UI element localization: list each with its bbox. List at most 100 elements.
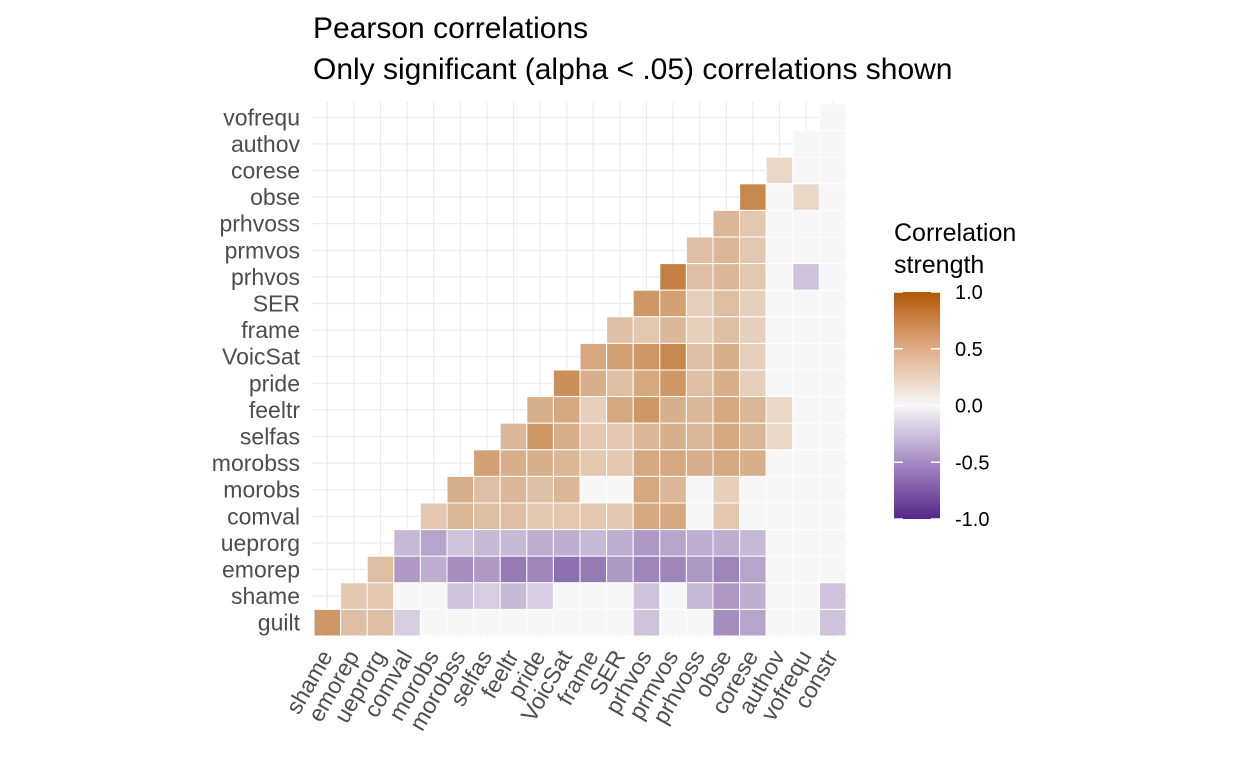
heatmap-cell (739, 422, 767, 451)
heatmap-cell (792, 396, 820, 424)
heatmap-cell (712, 236, 741, 265)
heatmap-cell (606, 582, 634, 610)
heatmap-cell (552, 529, 581, 557)
heatmap-cell (366, 608, 395, 637)
heatmap-cell (499, 529, 528, 557)
heatmap-cell (685, 342, 714, 371)
heatmap-cell (712, 422, 741, 451)
heatmap-cell (632, 449, 661, 477)
heatmap-cell (473, 502, 501, 531)
heatmap-cell (632, 396, 661, 424)
heatmap-cell (552, 582, 581, 610)
heatmap-cell (792, 582, 820, 610)
y-tick-label: morobss (212, 450, 300, 476)
heatmap-cell (606, 529, 634, 557)
heatmap-cell (792, 342, 820, 371)
heatmap-cell (313, 608, 342, 637)
heatmap-cell (818, 449, 847, 477)
heatmap-cell (685, 608, 714, 637)
heatmap-cell (818, 263, 847, 291)
heatmap-cell (712, 316, 741, 344)
heatmap-cell (685, 369, 714, 398)
heatmap-cell (659, 475, 687, 504)
heatmap-cell (712, 555, 741, 584)
heatmap-cell (685, 316, 714, 344)
heatmap-cell (446, 502, 475, 531)
heatmap-cell (765, 475, 794, 504)
heatmap-cell (792, 289, 820, 318)
heatmap-cell (765, 582, 794, 610)
heatmap-cell (712, 342, 741, 371)
heatmap-cell (765, 422, 794, 451)
heatmap-cell (712, 529, 741, 557)
y-tick-label: corese (231, 158, 300, 184)
heatmap-cell (739, 289, 767, 318)
heatmap-cell (499, 422, 528, 451)
heatmap-cell (739, 316, 767, 344)
heatmap-cell (792, 608, 820, 637)
y-tick-label: vofrequ (223, 104, 300, 130)
heatmap-cell (739, 396, 767, 424)
heatmap-cell (818, 130, 847, 158)
heatmap-cell (765, 263, 794, 291)
heatmap-cell (446, 555, 475, 584)
heatmap-cell (818, 236, 847, 265)
heatmap-cell (739, 529, 767, 557)
heatmap-cell (792, 502, 820, 531)
heatmap-cell (393, 608, 421, 637)
heatmap-cell (632, 342, 661, 371)
heatmap-cell (818, 582, 847, 610)
heatmap-cell (632, 316, 661, 344)
heatmap-cell (606, 369, 634, 398)
heatmap-cell (792, 130, 820, 158)
heatmap-cell (685, 422, 714, 451)
heatmap-cell (659, 449, 687, 477)
heatmap-cell (792, 316, 820, 344)
heatmap-cell (473, 449, 501, 477)
heatmap-cell (499, 608, 528, 637)
heatmap-cell (579, 582, 608, 610)
y-tick-label: selfas (240, 424, 300, 450)
heatmap-cell (792, 156, 820, 185)
heatmap-cell (765, 316, 794, 344)
heatmap-cell (765, 342, 794, 371)
heatmap-cell (606, 449, 634, 477)
heatmap-cell (366, 582, 395, 610)
heatmap-cell (685, 396, 714, 424)
chart-title-line-1: Pearson correlations (313, 12, 588, 45)
heatmap-cell (552, 475, 581, 504)
heatmap-cell (659, 608, 687, 637)
heatmap-cell (579, 475, 608, 504)
heatmap-cell (606, 608, 634, 637)
heatmap-cell (739, 475, 767, 504)
heatmap-cell (579, 449, 608, 477)
heatmap-cell (526, 396, 554, 424)
heatmap-cell (606, 396, 634, 424)
heatmap-cell (499, 555, 528, 584)
y-tick-label: authov (231, 131, 301, 157)
heatmap-cell (499, 475, 528, 504)
chart-title-line-2: Only significant (alpha < .05) correlati… (313, 53, 953, 86)
heatmap-cell (579, 529, 608, 557)
heatmap-cell (765, 289, 794, 318)
heatmap-cell (792, 236, 820, 265)
heatmap-cell (393, 582, 421, 610)
heatmap-cell (579, 369, 608, 398)
heatmap-cell (632, 422, 661, 451)
heatmap-cell (712, 475, 741, 504)
heatmap-cell (552, 422, 581, 451)
heatmap-cell (659, 316, 687, 344)
x-axis-tick-labels: shameemorepueprorgcomvalmorobsmorobsssel… (281, 645, 844, 735)
heatmap-cell (818, 369, 847, 398)
heatmap-cell (765, 449, 794, 477)
heatmap-cell (552, 369, 581, 398)
heatmap-cell (765, 369, 794, 398)
heatmap-cell (473, 475, 501, 504)
heatmap-cell (632, 608, 661, 637)
legend-title-line-1: Correlation (894, 219, 1016, 247)
y-tick-label: pride (249, 370, 300, 396)
heatmap-cell (818, 316, 847, 344)
heatmap-cell (526, 529, 554, 557)
heatmap-cell (606, 342, 634, 371)
